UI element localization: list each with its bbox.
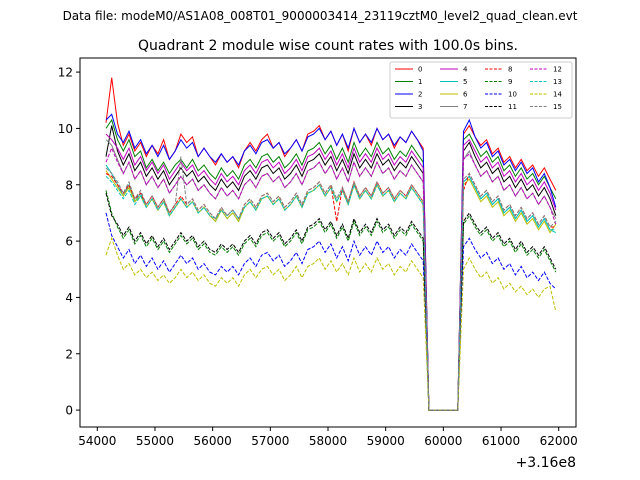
y-tick-label: 2 [65,347,73,361]
x-tick-label: 58000 [309,434,347,448]
series-line-11 [105,193,557,411]
legend-label-0: 0 [418,66,422,74]
series-line-4 [105,133,557,411]
legend-label-1: 1 [418,78,422,86]
x-tick-label: 59000 [367,434,405,448]
series-line-3 [105,125,557,411]
legend-label-8: 8 [508,66,512,74]
legend-label-14: 14 [553,91,562,99]
figure-suptitle: Data file: modeM0/AS1A08_008T01_90000034… [63,9,578,23]
axes-layer: 54000 55000 56000 57000 58000 59000 60000 61000… [58,57,578,448]
legend-label-3: 3 [418,103,422,111]
series-line-10 [105,212,557,411]
series-line-14 [105,236,557,411]
legend-label-10: 10 [508,91,517,99]
legend-label-15: 15 [553,103,562,111]
series-layer [105,77,557,411]
x-tick-label: 60000 [424,434,462,448]
chart-title: Quadrant 2 module wise count rates with … [138,38,518,54]
legend-box [389,61,573,119]
series-line-2 [105,113,557,411]
legend-label-5: 5 [463,78,467,86]
legend-label-11: 11 [508,103,517,111]
series-line-15 [105,156,557,411]
legend-label-13: 13 [553,78,562,86]
y-tick-label: 8 [65,178,73,192]
legend-label-4: 4 [463,66,468,74]
x-offset-label: +3.16e8 [516,455,576,471]
x-tick-label: 62000 [540,434,578,448]
y-tick-label: 0 [65,404,73,418]
series-line-9 [105,190,557,411]
series-line-13 [105,175,556,411]
x-tick-label: 61000 [482,434,520,448]
y-tick-label: 12 [58,66,73,80]
legend-label-12: 12 [553,66,562,74]
y-tick-label: 10 [58,122,73,136]
x-tick-label: 56000 [194,434,232,448]
x-tick-label: 55000 [136,434,174,448]
y-tick-label: 6 [65,235,73,249]
legend-label-7: 7 [463,103,467,111]
series-line-12 [105,146,557,411]
y-tick-label: 4 [65,291,73,305]
x-tick-label: 54000 [78,434,116,448]
legend-label-6: 6 [463,91,468,99]
x-tick-label: 57000 [251,434,289,448]
legend-label-9: 9 [508,78,512,86]
legend-label-2: 2 [418,91,422,99]
